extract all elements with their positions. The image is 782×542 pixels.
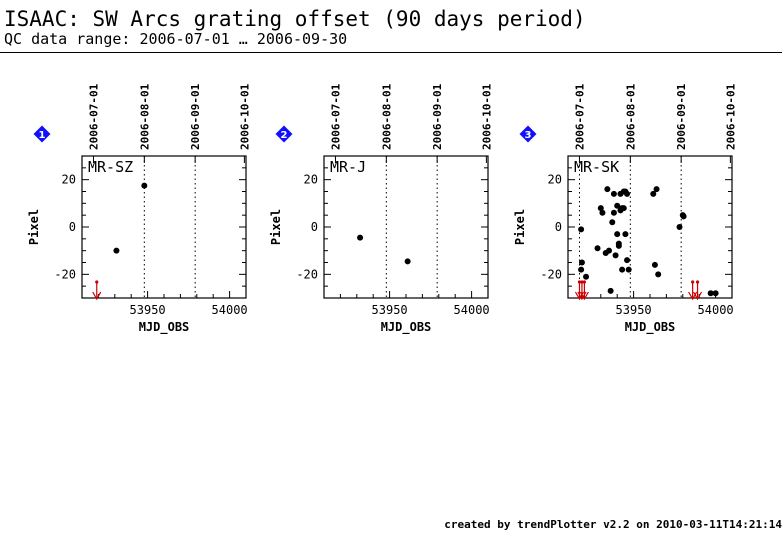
outlier-arrow-icon <box>693 291 703 301</box>
date-tick-label: 2006-07-01 <box>573 83 586 150</box>
panel-label: MR-SK <box>574 158 619 176</box>
date-tick-label: 2006-08-01 <box>624 83 637 150</box>
data-point <box>651 261 658 268</box>
chart-panel-3: 53950 54000 20 0 -20 MJD_OBS Pixel 2006-07-01 20… <box>513 83 737 335</box>
x-tick-label: 54000 <box>212 303 248 317</box>
data-point <box>653 186 660 193</box>
data-point <box>650 190 657 197</box>
data-point <box>655 271 662 278</box>
y-tick-label: 20 <box>62 173 76 187</box>
outlier-arrow-icon <box>579 291 589 301</box>
data-point <box>624 190 631 197</box>
chart-panel-1: 53950 54000 20 0 -20 MJD_OBS Pixel 2006-07-01 20… <box>27 83 251 335</box>
data-point <box>597 205 604 212</box>
panel-label: MR-J <box>330 158 366 176</box>
date-tick-label: 2006-08-01 <box>138 83 151 150</box>
panel-badge-number: 3 <box>525 130 532 141</box>
data-point <box>604 186 611 193</box>
data-point <box>707 290 714 297</box>
x-tick-label: 54000 <box>454 303 490 317</box>
y-axis-label: Pixel <box>513 209 527 245</box>
data-point <box>712 290 719 297</box>
outlier-arrow-icon <box>92 291 102 301</box>
panel-badge-number: 2 <box>281 130 288 141</box>
y-tick-label: 20 <box>304 173 318 187</box>
date-tick-label: 2006-10-01 <box>724 83 737 150</box>
date-tick-label: 2006-09-01 <box>189 83 202 150</box>
date-tick-label: 2006-08-01 <box>380 83 393 150</box>
data-point <box>578 266 585 273</box>
data-point <box>615 242 622 249</box>
data-point <box>113 247 120 254</box>
chart-panel-2: 53950 54000 20 0 -20 MJD_OBS Pixel 2006-07-01 20… <box>269 83 493 335</box>
page-subtitle: QC data range: 2006-07-01 … 2006-09-30 <box>4 30 348 48</box>
date-tick-label: 2006-07-01 <box>87 83 100 150</box>
date-tick-label: 2006-10-01 <box>238 83 251 150</box>
x-tick-label: 54000 <box>698 303 734 317</box>
footer-credit: created by trendPlotter v2.2 on 2010-03-… <box>444 518 782 531</box>
plot-frame <box>567 155 733 299</box>
data-point <box>578 226 585 233</box>
data-point <box>609 219 616 226</box>
header: ISAAC: SW Arcs grating offset (90 days p… <box>4 8 586 48</box>
data-point <box>624 257 631 264</box>
panel-label: MR-SZ <box>88 158 133 176</box>
data-point <box>625 266 632 273</box>
data-point <box>610 209 617 216</box>
y-tick-label: 0 <box>69 220 76 234</box>
data-point <box>676 224 683 230</box>
plot-frame <box>323 155 489 299</box>
y-tick-label: 0 <box>311 220 318 234</box>
data-point <box>680 213 687 220</box>
x-axis-label: MJD_OBS <box>625 320 676 335</box>
data-point <box>610 190 617 197</box>
date-tick-label: 2006-09-01 <box>675 83 688 150</box>
data-point <box>612 252 619 259</box>
data-point <box>141 182 148 189</box>
data-point <box>583 273 590 280</box>
data-point <box>606 247 612 254</box>
panel-badge-number: 1 <box>39 130 46 141</box>
y-axis-label: Pixel <box>27 209 41 245</box>
data-point <box>619 266 626 273</box>
plot-frame <box>81 155 247 299</box>
data-point <box>622 231 629 238</box>
data-point <box>614 202 621 209</box>
date-tick-label: 2006-07-01 <box>329 83 342 150</box>
panel-badge-icon <box>519 125 537 143</box>
x-tick-label: 53950 <box>372 303 408 317</box>
y-tick-label: -20 <box>54 267 76 281</box>
page-title: ISAAC: SW Arcs grating offset (90 days p… <box>4 7 586 31</box>
x-axis-label: MJD_OBS <box>381 320 432 335</box>
data-point <box>620 205 627 212</box>
date-tick-label: 2006-10-01 <box>480 83 493 150</box>
data-point <box>357 234 364 241</box>
x-tick-label: 53950 <box>130 303 166 317</box>
date-tick-label: 2006-09-01 <box>431 83 444 150</box>
header-divider <box>0 52 782 53</box>
x-axis-label: MJD_OBS <box>139 320 190 335</box>
x-tick-label: 53950 <box>616 303 652 317</box>
data-point <box>614 231 621 238</box>
data-point <box>578 259 585 266</box>
y-tick-label: -20 <box>296 267 318 281</box>
y-tick-label: 0 <box>555 220 562 234</box>
data-point <box>594 245 601 252</box>
y-axis-label: Pixel <box>269 209 283 245</box>
data-point <box>599 209 606 216</box>
data-point <box>607 287 614 294</box>
data-point <box>404 258 411 265</box>
y-tick-label: -20 <box>540 267 562 281</box>
y-tick-label: 20 <box>548 173 562 187</box>
